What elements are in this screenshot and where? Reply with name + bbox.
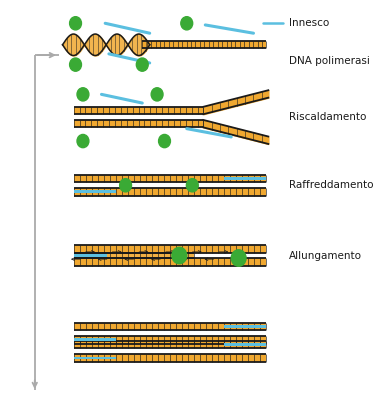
Bar — [74, 120, 204, 127]
Text: DNA polimerasi: DNA polimerasi — [289, 56, 370, 66]
Circle shape — [120, 178, 131, 192]
Bar — [224, 177, 266, 180]
Bar — [74, 338, 116, 341]
Circle shape — [231, 250, 246, 266]
Bar — [74, 107, 204, 114]
Circle shape — [69, 58, 82, 71]
Bar — [74, 258, 266, 266]
Circle shape — [172, 247, 187, 264]
Bar — [224, 343, 266, 346]
Bar — [74, 253, 194, 258]
Circle shape — [136, 58, 148, 71]
Circle shape — [186, 178, 198, 192]
Bar — [74, 354, 266, 362]
Text: Allungamento: Allungamento — [289, 250, 362, 260]
Bar — [74, 254, 107, 257]
Circle shape — [77, 88, 89, 101]
Bar — [74, 191, 116, 193]
Circle shape — [159, 134, 170, 148]
Text: Riscaldamento: Riscaldamento — [289, 112, 366, 122]
Circle shape — [151, 88, 163, 101]
Bar — [142, 41, 266, 49]
Circle shape — [69, 17, 82, 30]
Bar — [224, 325, 266, 328]
Bar — [74, 336, 266, 344]
Bar — [74, 357, 116, 359]
Circle shape — [181, 17, 193, 30]
Bar — [74, 188, 266, 196]
Bar — [74, 245, 266, 253]
Bar — [74, 175, 266, 182]
Bar — [74, 323, 266, 330]
Text: Raffreddamento: Raffreddamento — [289, 180, 373, 190]
Bar — [74, 341, 266, 349]
Circle shape — [77, 134, 89, 148]
Text: Innesco: Innesco — [289, 18, 329, 28]
